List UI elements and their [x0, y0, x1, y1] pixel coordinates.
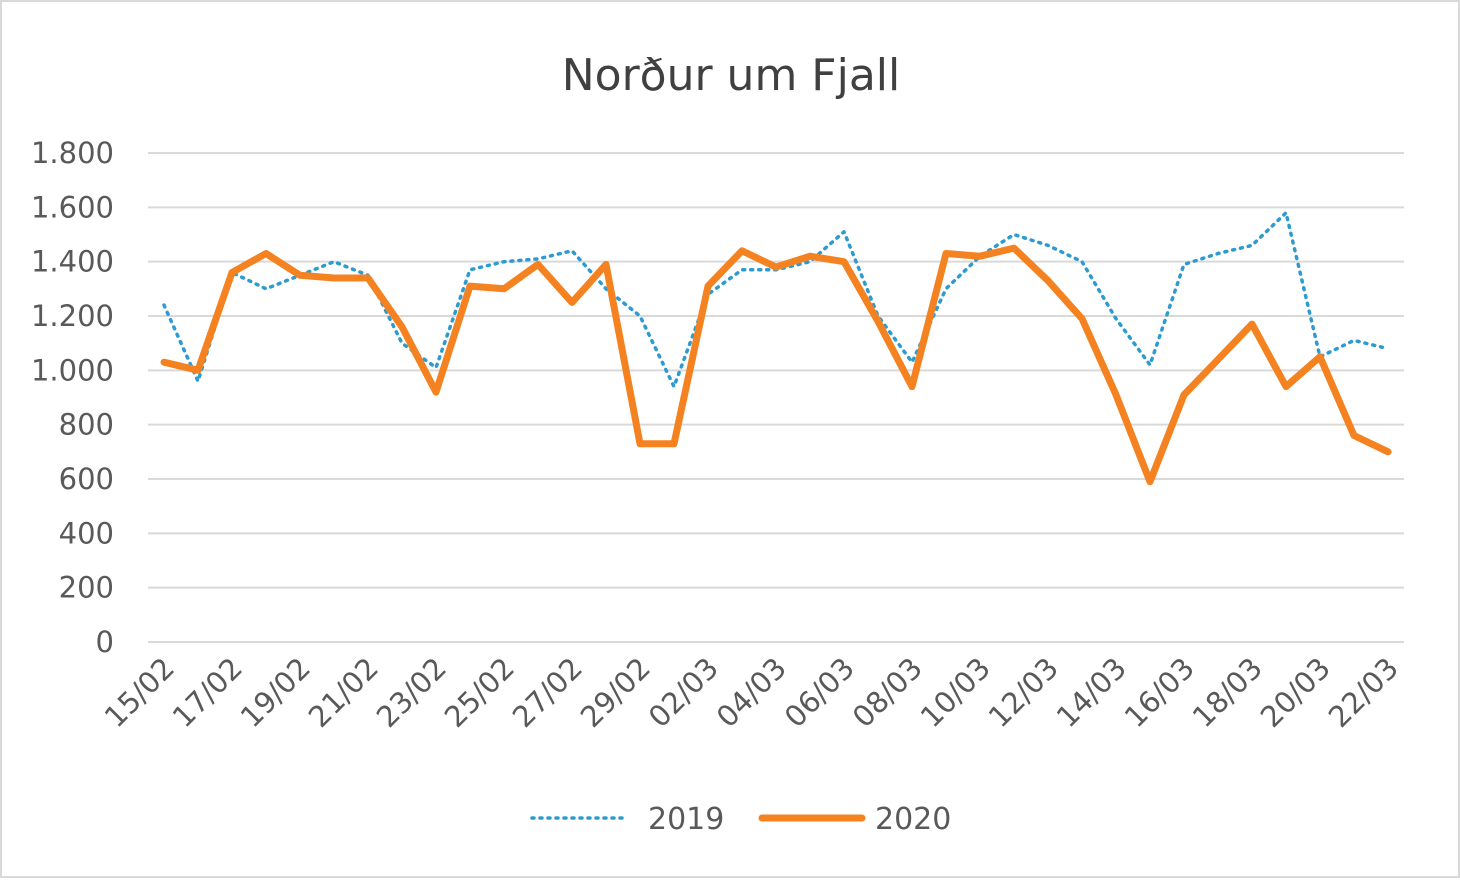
- x-tick-label: 17/02: [166, 651, 249, 734]
- x-tick-label: 23/02: [370, 651, 453, 734]
- x-tick-label: 19/02: [234, 651, 317, 734]
- legend-label-2019: 2019: [648, 802, 724, 837]
- x-tick-label: 25/02: [438, 651, 521, 734]
- x-tick-label: 27/02: [506, 651, 589, 734]
- x-tick-label: 02/03: [642, 651, 725, 734]
- series-line-2019: [164, 213, 1388, 387]
- x-tick-label: 10/03: [914, 651, 997, 734]
- x-tick-label: 18/03: [1186, 651, 1269, 734]
- x-tick-label: 04/03: [710, 651, 793, 734]
- x-tick-label: 22/03: [1322, 651, 1405, 734]
- series-lines: [164, 213, 1388, 482]
- x-tick-label: 29/02: [574, 651, 657, 734]
- y-tick-label: 800: [59, 408, 114, 442]
- x-tick-label: 06/03: [778, 651, 861, 734]
- y-axis: 0 200 400 600 800 1.000 1.200 1.400 1.600 1.800: [31, 136, 114, 659]
- y-tick-label: 1.400: [31, 245, 114, 279]
- x-tick-label: 21/02: [302, 651, 385, 734]
- y-tick-label: 1.600: [31, 190, 114, 224]
- legend-label-2020: 2020: [875, 802, 951, 837]
- gridlines: [148, 153, 1404, 642]
- x-tick-label: 15/02: [98, 651, 181, 734]
- x-tick-label: 12/03: [982, 651, 1065, 734]
- x-tick-label: 14/03: [1050, 651, 1133, 734]
- y-tick-label: 0: [96, 625, 114, 659]
- y-tick-label: 1.800: [31, 136, 114, 170]
- y-tick-label: 1.200: [31, 299, 114, 333]
- y-tick-label: 1.000: [31, 353, 114, 387]
- chart-title: Norður um Fjall: [562, 50, 901, 101]
- x-tick-label: 16/03: [1118, 651, 1201, 734]
- legend: 2019 2020: [532, 802, 951, 837]
- series-line-2020: [164, 248, 1388, 482]
- y-tick-label: 400: [59, 516, 114, 550]
- x-tick-label: 08/03: [846, 651, 929, 734]
- y-tick-label: 200: [59, 571, 114, 605]
- x-tick-label: 20/03: [1254, 651, 1337, 734]
- x-axis: 15/0217/0219/0221/0223/0225/0227/0229/02…: [98, 651, 1405, 734]
- y-tick-label: 600: [59, 462, 114, 496]
